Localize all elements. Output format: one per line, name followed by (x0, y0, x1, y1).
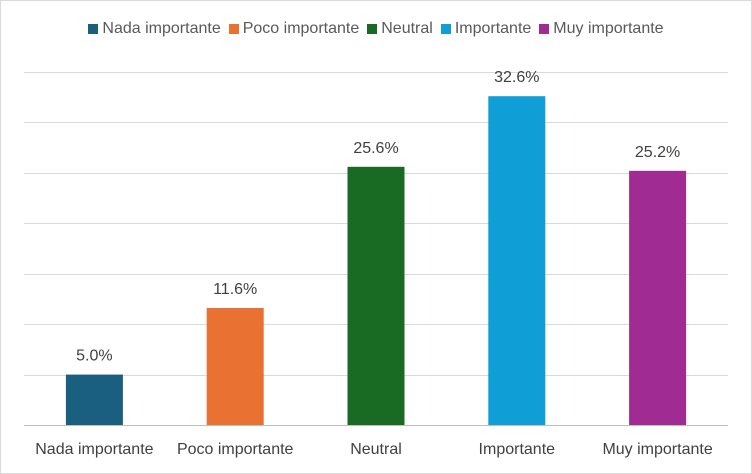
data-label: 25.6% (353, 140, 398, 157)
legend-item: Importante (440, 20, 532, 38)
x-tick-label: Nada importante (35, 441, 153, 458)
legend-item: Neutral (367, 20, 433, 38)
bar-importante (488, 96, 546, 425)
x-tick-label: Importante (479, 441, 556, 458)
x-tick-label: Neutral (350, 441, 402, 458)
bar-nada-importante (65, 374, 123, 425)
data-label: 32.6% (494, 69, 539, 86)
bar-poco-importante (206, 308, 264, 425)
legend: Nada importante Poco importante Neutral Imp… (0, 20, 752, 38)
legend-label: Importante (454, 20, 532, 37)
legend-item: Poco importante (228, 20, 360, 38)
legend-label: Muy importante (553, 20, 664, 37)
data-label: 5.0% (76, 348, 112, 365)
x-tick-label: Poco importante (177, 441, 294, 458)
x-tick-label: Muy importante (602, 441, 712, 458)
legend-item: Nada importante (88, 20, 221, 38)
bar-muy-importante (629, 170, 687, 425)
legend-swatch (440, 24, 451, 34)
data-label: 25.2% (635, 144, 680, 161)
legend-swatch (88, 24, 99, 34)
legend-label: Neutral (381, 20, 433, 37)
legend-swatch (539, 24, 550, 34)
legend-item: Muy importante (539, 20, 664, 38)
data-label: 11.6% (213, 281, 257, 298)
legend-swatch (228, 24, 239, 34)
legend-swatch (367, 24, 378, 34)
legend-label: Nada importante (102, 20, 221, 37)
legend-label: Poco importante (242, 20, 360, 37)
bar-neutral (347, 166, 405, 425)
